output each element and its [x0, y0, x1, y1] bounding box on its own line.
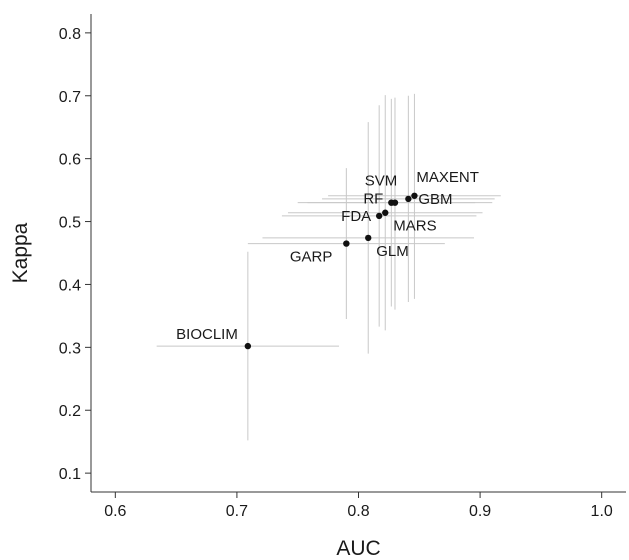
axes: 0.6 0.7 0.8 0.9 1.0 0.1 0.2 0.3 0.4 0.5 0.6 0.7 0.8 [59, 14, 626, 520]
point-label-mars: MARS [393, 218, 436, 235]
point-maxent [411, 192, 418, 199]
point-label-fda: FDA [341, 208, 371, 225]
point-label-glm: GLM [376, 243, 409, 260]
point-mars [382, 209, 389, 216]
y-tick-label: 0.3 [59, 340, 81, 357]
point-label-bioclim: BIOCLIM [176, 326, 238, 343]
y-axis-title: Kappa [9, 222, 32, 283]
x-tick-label: 0.7 [226, 503, 248, 520]
x-tick-label: 0.8 [347, 503, 369, 520]
point-label-gbm: GBM [418, 191, 452, 208]
point-label-svm: SVM [365, 173, 398, 190]
x-axis-title: AUC [336, 537, 380, 560]
point-gbm [405, 195, 412, 203]
y-tick-label: 0.7 [59, 89, 81, 106]
point-bioclim [244, 342, 252, 350]
point-label-garp: GARP [290, 249, 333, 266]
error-bars [156, 93, 501, 441]
point-glm [365, 234, 372, 242]
data-points [244, 192, 418, 350]
x-tick-label: 1.0 [591, 503, 613, 520]
point-svm [391, 199, 399, 206]
x-tick-label: 0.6 [104, 503, 126, 520]
y-tick-label: 0.1 [59, 466, 81, 483]
y-tick-label: 0.5 [59, 215, 81, 232]
point-garp [343, 240, 350, 247]
x-tick-label: 0.9 [469, 503, 491, 520]
y-tick-label: 0.8 [59, 26, 81, 43]
y-tick-label: 0.4 [59, 277, 81, 294]
point-label-maxent: MAXENT [416, 169, 479, 186]
y-tick-label: 0.6 [59, 152, 81, 169]
point-fda [375, 212, 383, 220]
point-label-rf: RF [363, 191, 383, 208]
y-tick-label: 0.2 [59, 403, 81, 420]
